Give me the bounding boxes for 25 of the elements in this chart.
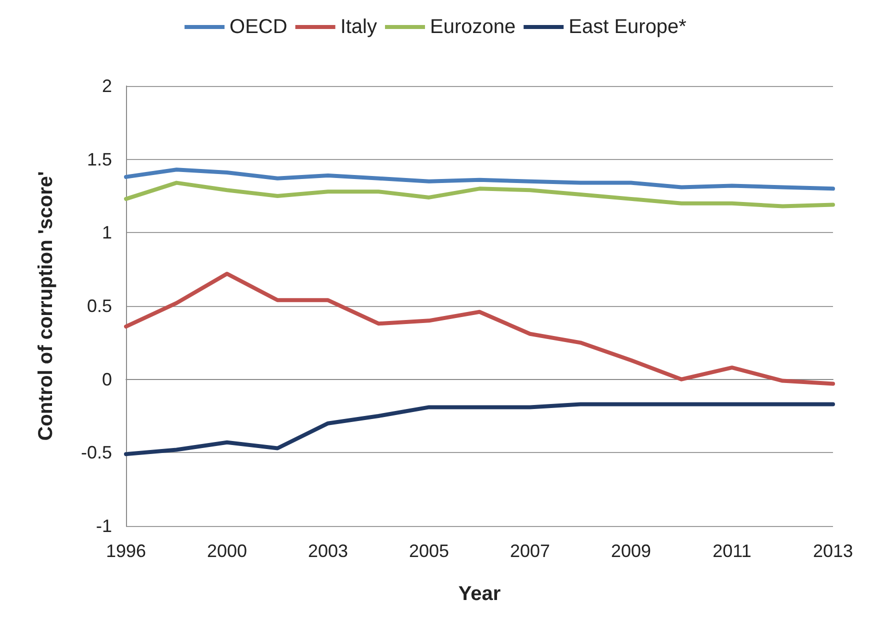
y-tick-label: -0.5 (80, 442, 112, 463)
y-tick-label: 1.5 (86, 149, 112, 170)
x-tick-label: 2007 (510, 541, 550, 561)
legend-label: Eurozone (430, 16, 516, 38)
legend-label: OECD (230, 16, 288, 38)
x-tick-label: 2003 (308, 541, 348, 561)
legend-label: Italy (340, 16, 378, 38)
legend-label: East Europe* (568, 16, 687, 38)
y-axis-title: Control of corruption 'score' (35, 171, 57, 441)
x-tick-label: 2013 (812, 541, 854, 561)
line-series (124, 402, 835, 456)
y-tick-label: 0 (102, 369, 112, 390)
y-tick-label: 0.5 (86, 296, 112, 316)
y-tick-label: 1 (102, 222, 112, 243)
line-series (124, 168, 835, 191)
x-tick-label: 1996 (106, 541, 146, 561)
x-tick-label: 2011 (712, 541, 752, 561)
y-tick-label: 2 (102, 76, 112, 96)
line-series (124, 272, 835, 386)
x-axis-title: Year (458, 583, 501, 605)
x-tick-label: 2000 (206, 541, 248, 561)
y-tick-label: -1 (96, 516, 112, 536)
x-tick-label: 2009 (610, 541, 652, 561)
x-tick-label: 2005 (408, 541, 450, 561)
line-series (124, 180, 835, 208)
